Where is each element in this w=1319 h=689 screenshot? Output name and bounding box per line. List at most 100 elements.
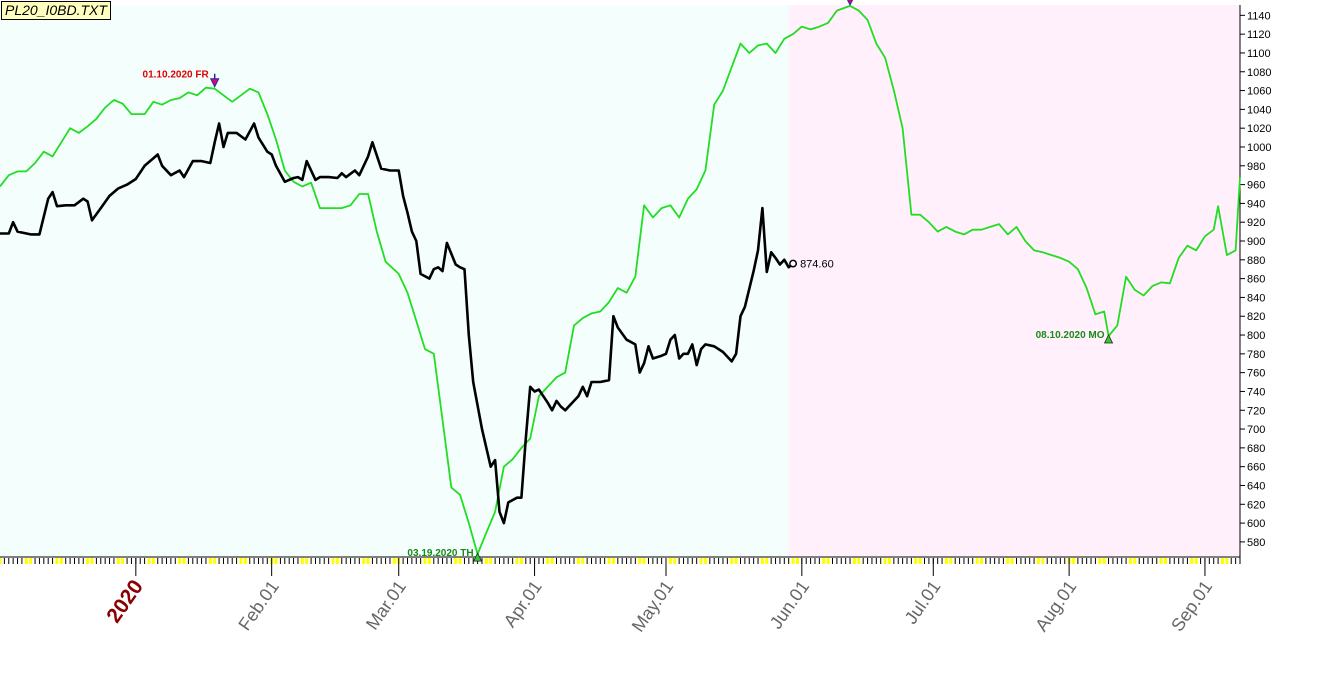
y-tick-label: 680: [1247, 443, 1265, 455]
weekend-tick: [822, 558, 826, 564]
weekend-tick: [699, 558, 703, 564]
series-line-price: [0, 122, 794, 525]
weekend-tick: [519, 558, 523, 564]
y-tick-label: 1120: [1247, 29, 1271, 41]
y-tick-label: 1100: [1247, 48, 1271, 60]
weekend-tick: [975, 558, 979, 564]
weekend-tick: [1190, 558, 1194, 564]
weekend-tick: [1010, 558, 1014, 564]
weekend-tick: [484, 558, 488, 564]
weekend-tick: [55, 558, 59, 564]
y-tick-label: 780: [1247, 349, 1265, 361]
weekend-tick: [546, 558, 550, 564]
y-tick-label: 1000: [1247, 142, 1271, 154]
weekend-tick: [944, 558, 948, 564]
weekend-tick: [458, 558, 462, 564]
y-tick-label: 800: [1247, 330, 1265, 342]
x-tick-label: Feb.01: [234, 577, 283, 634]
weekend-tick: [887, 558, 891, 564]
y-tick-label: 940: [1247, 198, 1265, 210]
y-tick-label: 720: [1247, 405, 1265, 417]
weekend-tick: [24, 558, 28, 564]
weekend-tick: [208, 558, 212, 564]
weekend-tick: [489, 558, 493, 564]
weekend-tick: [29, 558, 33, 564]
x-tick-label: Sep.01: [1167, 577, 1216, 635]
y-tick-label: 900: [1247, 236, 1265, 248]
chart-file-title: PL20_I0BD.TXT: [1, 1, 111, 20]
weekend-tick: [1225, 558, 1229, 564]
x-tick-label: Aug.01: [1031, 577, 1080, 635]
y-tick-label: 1140: [1247, 10, 1271, 22]
bottom-annotation-label: 08.10.2020 MO: [1036, 330, 1105, 341]
weekend-tick: [1006, 558, 1010, 564]
x-tick-label: 2020: [102, 576, 148, 627]
weekend-tick: [86, 558, 90, 564]
weekend-tick: [760, 558, 764, 564]
weekend-tick: [300, 558, 304, 564]
weekend-tick: [1036, 558, 1040, 564]
last-value-marker: [789, 259, 798, 268]
y-tick-label: 660: [1247, 462, 1265, 474]
weekend-tick: [147, 558, 151, 564]
weekend-tick: [795, 558, 799, 564]
weekend-tick: [0, 558, 2, 564]
y-tick-label: 640: [1247, 480, 1265, 492]
top-annotation-label: 01.10.2020 FR: [143, 70, 210, 81]
weekend-tick: [423, 558, 427, 564]
weekend-tick: [1098, 558, 1102, 564]
weekend-tick: [59, 558, 63, 564]
weekend-tick: [274, 558, 278, 564]
series-layer: 874.60: [0, 5, 1241, 555]
weekend-tick: [243, 558, 247, 564]
weekend-tick: [1041, 558, 1045, 564]
y-tick-label: 600: [1247, 518, 1265, 530]
weekend-tick: [607, 558, 611, 564]
weekend-tick: [182, 558, 186, 564]
weekend-tick: [362, 558, 366, 564]
y-tick-label: 820: [1247, 311, 1265, 323]
weekend-tick: [427, 558, 431, 564]
weekend-tick: [1194, 558, 1198, 564]
weekend-tick: [642, 558, 646, 564]
y-tick-label: 960: [1247, 180, 1265, 192]
weekend-tick: [1071, 558, 1075, 564]
y-tick-label: 1060: [1247, 86, 1271, 98]
y-tick-label: 980: [1247, 161, 1265, 173]
weekend-tick: [178, 558, 182, 564]
weekend-tick: [454, 558, 458, 564]
x-axis: 2020 Feb.01 Mar.01 Apr.01 May.01 Jun.01 Jul.01…: [0, 556, 1241, 636]
weekend-tick: [392, 558, 396, 564]
weekend-tick: [239, 558, 243, 564]
weekend-tick: [979, 558, 983, 564]
weekend-tick: [765, 558, 769, 564]
weekend-tick: [1102, 558, 1106, 564]
weekend-tick: [883, 558, 887, 564]
weekend-tick: [1220, 558, 1224, 564]
weekend-tick: [668, 558, 672, 564]
weekend-tick: [1133, 558, 1137, 564]
weekend-tick: [116, 558, 120, 564]
weekend-tick: [121, 558, 125, 564]
weekend-tick: [581, 558, 585, 564]
weekend-tick: [852, 558, 856, 564]
x-tick-label: Jun.01: [766, 577, 813, 633]
weekend-tick: [213, 558, 217, 564]
x-tick-label: Jul.01: [901, 577, 945, 628]
weekend-tick: [331, 558, 335, 564]
y-tick-label: 1040: [1247, 104, 1271, 116]
y-tick-label: 1020: [1247, 123, 1271, 135]
weekend-tick: [611, 558, 615, 564]
y-axis: 580 600 620 640 660 680 700 720 740 760 780 800 820 8…: [1239, 5, 1271, 560]
weekend-tick: [703, 558, 707, 564]
weekend-tick: [335, 558, 339, 564]
weekend-tick: [673, 558, 677, 564]
y-tick-label: 760: [1247, 368, 1265, 380]
weekend-tick: [918, 558, 922, 564]
x-axis-day-strip: [0, 558, 1241, 564]
y-tick-label: 1080: [1247, 67, 1271, 79]
last-value-label: 874.60: [800, 259, 834, 271]
weekend-tick: [949, 558, 953, 564]
